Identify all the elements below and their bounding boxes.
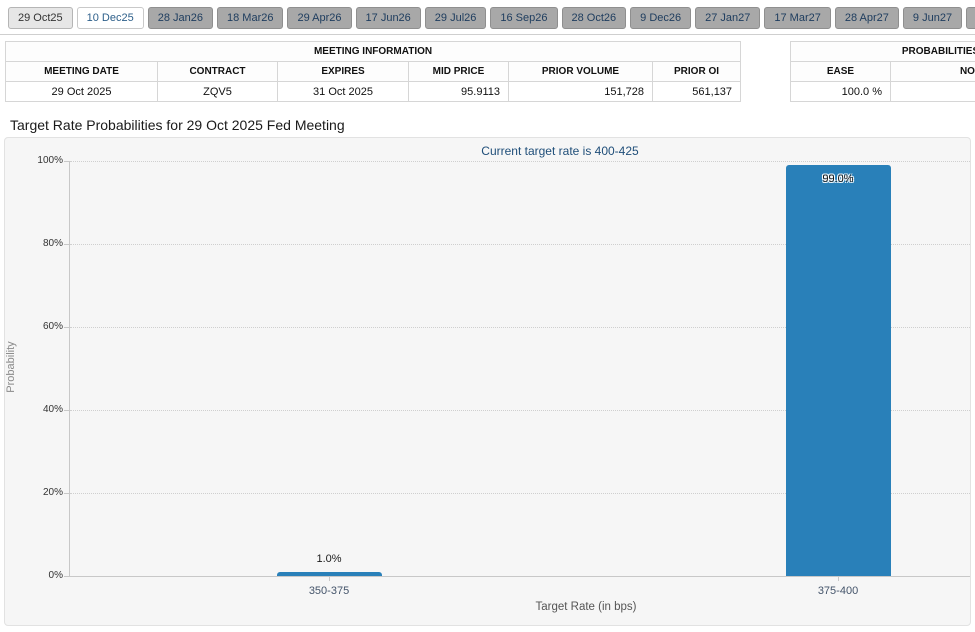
- meeting-date-value: 29 Oct 2025: [5, 81, 158, 102]
- probabilities-data-row: 100.0 %: [790, 81, 975, 102]
- col-meeting-date: MEETING DATE: [5, 61, 158, 82]
- y-tick-mark-0%: [64, 576, 69, 577]
- tab-meeting-29-apr26[interactable]: 29 Apr26: [287, 7, 352, 29]
- y-axis-line: [69, 161, 70, 576]
- x-tick-mark-375-400: [838, 576, 839, 581]
- col-prior-oi: PRIOR OI: [651, 61, 742, 82]
- bar-value-label-350-375: 1.0%: [316, 553, 342, 565]
- tab-meeting-27-jan27[interactable]: 27 Jan27: [695, 7, 761, 29]
- tab-meeting-29-jul26[interactable]: 29 Jul26: [424, 7, 487, 29]
- contract-value: ZQV5: [157, 81, 278, 102]
- col-prior-volume: PRIOR VOLUME: [508, 61, 653, 82]
- meeting-information-title: MEETING INFORMATION: [4, 41, 742, 62]
- meeting-information-header-row: MEETING DATE CONTRACT EXPIRES MID PRICE …: [5, 61, 742, 82]
- gridline-20%: [70, 493, 970, 494]
- bar-350-375[interactable]: [276, 572, 382, 576]
- info-tables-region: MEETING INFORMATION MEETING DATE CONTRAC…: [0, 41, 975, 107]
- gridline-80%: [70, 244, 970, 245]
- col-no-change: NO CHANGE: [889, 61, 975, 82]
- y-tick-mark-80%: [64, 244, 69, 245]
- tab-meeting-9-jun27[interactable]: 9 Jun27: [902, 7, 963, 29]
- x-axis-line: [69, 576, 970, 577]
- probability-bar-chart: Current target rate is 400-425 Probabili…: [4, 137, 971, 626]
- y-axis-title: Probability: [5, 341, 17, 393]
- col-contract: CONTRACT: [157, 61, 278, 82]
- probabilities-title: PROBABILITIES: [789, 41, 975, 62]
- x-tick-mark-350-375: [329, 576, 330, 581]
- prior-volume-value: 151,728: [508, 81, 653, 102]
- probabilities-header-row: EASE NO CHANGE: [790, 61, 975, 82]
- mid-price-value: 95.9113: [408, 81, 509, 102]
- y-tick-label-100%: 100%: [37, 155, 63, 166]
- prior-oi-value: 561,137: [651, 81, 742, 102]
- bar-375-400[interactable]: [785, 165, 891, 576]
- y-tick-label-20%: 20%: [42, 487, 63, 498]
- tab-meeting-28-jul27[interactable]: 28 Jul27: [966, 7, 975, 29]
- meeting-date-tabbar: 29 Oct25 10 Dec25 28 Jan26 18 Mar26 29 Apr26…: [0, 0, 975, 35]
- tab-meeting-17-jun26[interactable]: 17 Jun26: [355, 7, 421, 29]
- expires-value: 31 Oct 2025: [277, 81, 409, 102]
- tab-meeting-28-apr27[interactable]: 28 Apr27: [834, 7, 899, 29]
- y-tick-mark-40%: [64, 410, 69, 411]
- meeting-information-data-row: 29 Oct 2025 ZQV5 31 Oct 2025 95.9113 151…: [5, 81, 742, 102]
- gridline-100%: [70, 161, 970, 162]
- y-tick-label-0%: 0%: [48, 570, 63, 581]
- tab-meeting-18-mar26[interactable]: 18 Mar26: [217, 7, 284, 29]
- y-tick-mark-100%: [64, 161, 69, 162]
- y-tick-label-80%: 80%: [42, 238, 63, 249]
- tab-meeting-10-dec25[interactable]: 10 Dec25: [76, 7, 144, 29]
- y-tick-label-60%: 60%: [42, 321, 63, 332]
- ease-value: 100.0 %: [790, 81, 891, 102]
- tab-meeting-28-jan26[interactable]: 28 Jan26: [147, 7, 213, 29]
- probabilities-table: PROBABILITIES EASE NO CHANGE 100.0 %: [789, 41, 975, 102]
- col-mid-price: MID PRICE: [408, 61, 509, 82]
- tab-meeting-29-oct25[interactable]: 29 Oct25: [8, 7, 73, 29]
- tab-meeting-17-mar27[interactable]: 17 Mar27: [764, 7, 831, 29]
- tab-meeting-16-sep26[interactable]: 16 Sep26: [490, 7, 558, 29]
- bar-value-label-375-400: 99.0%: [822, 173, 854, 185]
- gridline-60%: [70, 327, 970, 328]
- x-tick-label-350-375: 350-375: [308, 585, 350, 597]
- no-change-value: [889, 81, 975, 102]
- chart-subtitle: Current target rate is 400-425: [481, 144, 639, 158]
- col-ease: EASE: [790, 61, 891, 82]
- tab-meeting-28-oct26[interactable]: 28 Oct26: [561, 7, 627, 29]
- x-tick-label-375-400: 375-400: [817, 585, 859, 597]
- meeting-information-table: MEETING INFORMATION MEETING DATE CONTRAC…: [4, 41, 742, 102]
- chart-title: Target Rate Probabilities for 29 Oct 202…: [10, 117, 345, 133]
- y-tick-mark-60%: [64, 327, 69, 328]
- gridline-40%: [70, 410, 970, 411]
- col-expires: EXPIRES: [277, 61, 409, 82]
- y-tick-label-40%: 40%: [42, 404, 63, 415]
- tab-meeting-9-dec26[interactable]: 9 Dec26: [630, 7, 692, 29]
- y-tick-mark-20%: [64, 493, 69, 494]
- x-axis-title: Target Rate (in bps): [535, 601, 637, 613]
